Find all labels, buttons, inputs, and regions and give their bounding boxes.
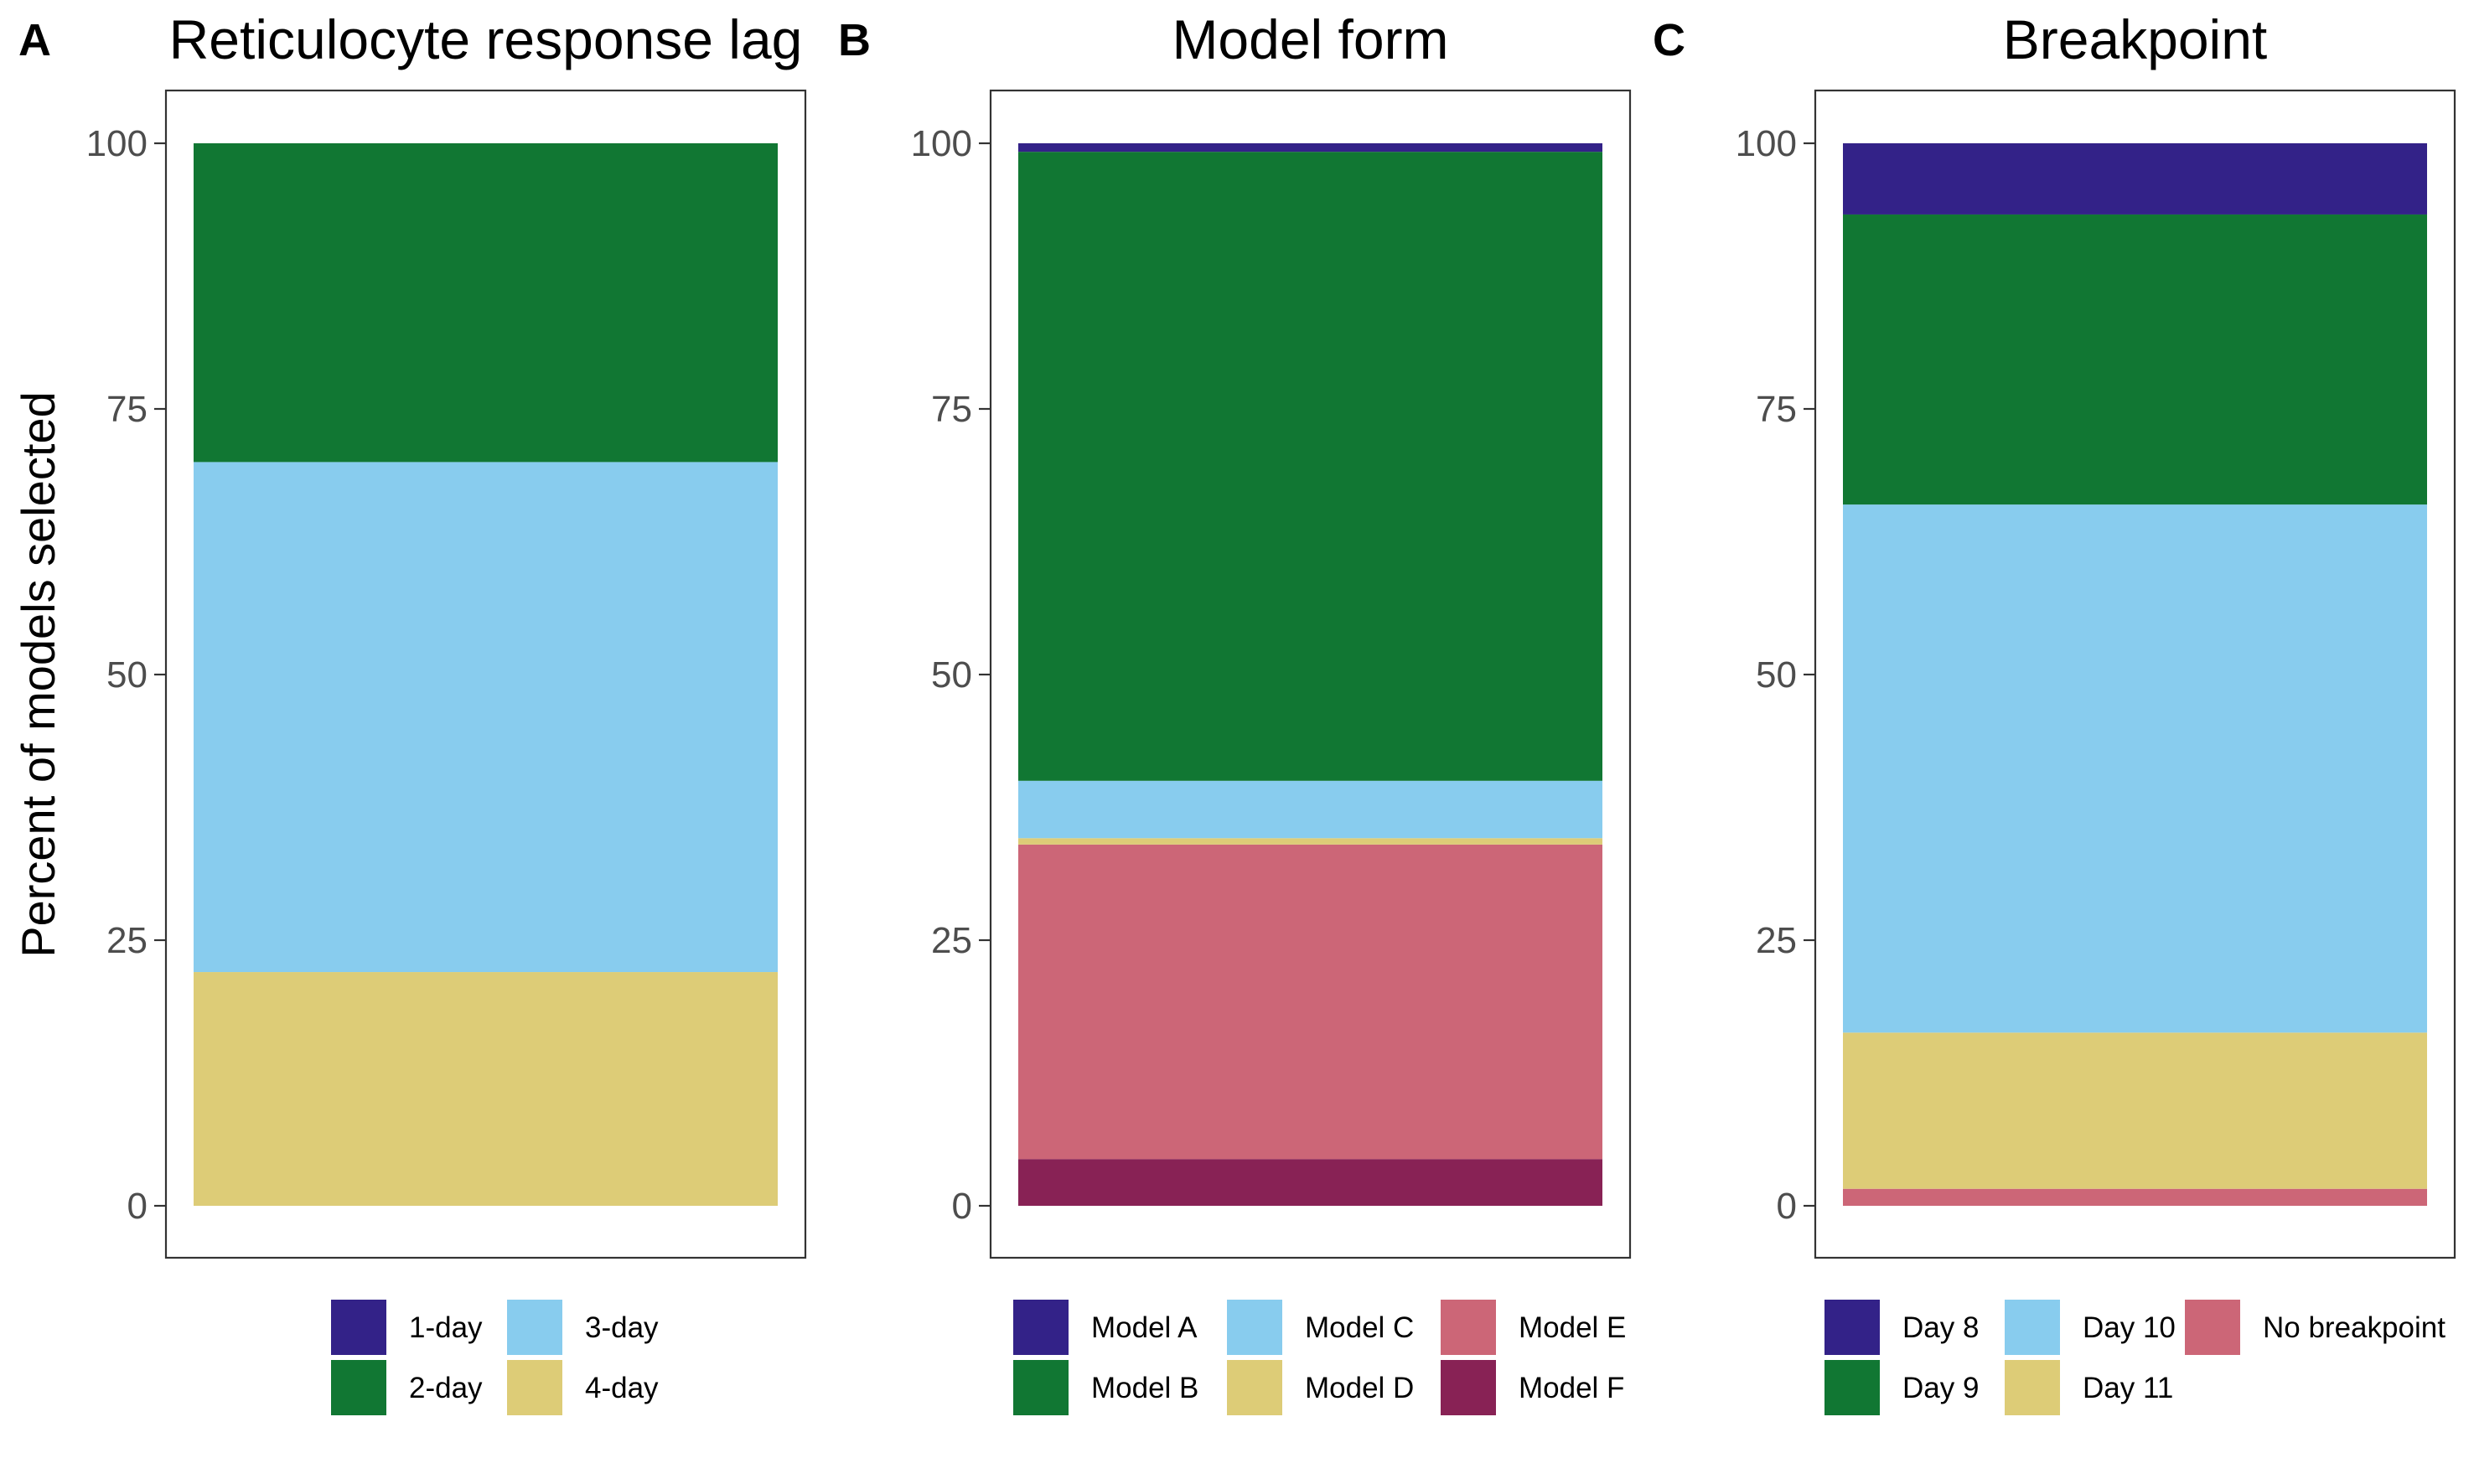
y-tick-label: 50 — [931, 654, 972, 695]
legend-key — [2005, 1300, 2060, 1355]
legend-key — [1227, 1360, 1282, 1415]
y-tick-label: 50 — [1756, 654, 1797, 695]
y-tick-label: 25 — [1756, 920, 1797, 961]
y-tick-label: 100 — [86, 123, 148, 164]
bar-segment-day-9 — [1843, 214, 2427, 505]
legend-label: No breakpoint — [2263, 1311, 2446, 1344]
legend-label: Model E — [1519, 1311, 1626, 1344]
y-tick-label: 0 — [1777, 1186, 1797, 1227]
bar-segment-day-8 — [1843, 143, 2427, 215]
y-tick-label: 25 — [106, 920, 148, 961]
legend-label: 4-day — [585, 1372, 659, 1404]
panel-letter: A — [18, 15, 51, 65]
legend-label: Model D — [1305, 1372, 1414, 1404]
bar-segment-model-c — [1018, 780, 1602, 839]
legend-key — [1441, 1300, 1496, 1355]
legend-key — [2185, 1300, 2240, 1355]
legend-key — [507, 1360, 562, 1415]
bar-segment-no-breakpoint — [1843, 1188, 2427, 1206]
y-tick-label: 75 — [106, 389, 148, 430]
legend-key — [1441, 1360, 1496, 1415]
legend-label: 2-day — [409, 1372, 483, 1404]
legend-key — [2005, 1360, 2060, 1415]
legend-key — [1824, 1360, 1880, 1415]
bar-segment-day-11 — [1843, 1032, 2427, 1189]
legend-key — [331, 1300, 386, 1355]
panel-title: Reticulocyte response lag — [169, 8, 803, 70]
panel-title: Breakpoint — [2003, 8, 2268, 70]
legend-label: 1-day — [409, 1311, 483, 1344]
panel-a: A Reticulocyte response lag 0 25 50 75 100 1-da… — [18, 8, 807, 1415]
legend-key — [1824, 1300, 1880, 1355]
legend-label: Model B — [1091, 1372, 1198, 1404]
bar-segment-day-10 — [1843, 504, 2427, 1033]
legend: 1-day 2-day 3-day 4-day — [331, 1300, 659, 1415]
y-tick-label: 0 — [952, 1186, 972, 1227]
y-tick-label: 0 — [127, 1186, 148, 1227]
panel-letter: B — [838, 15, 871, 65]
panel-title: Model form — [1172, 8, 1448, 70]
legend-key — [507, 1300, 562, 1355]
bar-segment-3-day — [194, 462, 778, 973]
bar-segment-model-f — [1018, 1159, 1602, 1206]
bar-segment-model-d — [1018, 838, 1602, 845]
legend-label: 3-day — [585, 1311, 659, 1344]
y-tick-label: 50 — [106, 654, 148, 695]
y-tick-label: 75 — [1756, 389, 1797, 430]
legend-label: Day 9 — [1902, 1372, 1979, 1404]
legend: Model A Model B Model C Model D Model E Model… — [1013, 1300, 1626, 1415]
y-axis-title: Percent of models selected — [12, 391, 65, 957]
panels: A Reticulocyte response lag 0 25 50 75 100 1-da… — [18, 8, 2456, 1415]
bar-segment-4-day — [194, 972, 778, 1206]
legend-key — [1013, 1360, 1069, 1415]
legend-label: Day 11 — [2083, 1372, 2173, 1404]
bar-segment-model-e — [1018, 844, 1602, 1160]
y-tick-label: 100 — [1736, 123, 1797, 164]
legend-label: Day 10 — [2083, 1311, 2176, 1344]
legend-key — [331, 1360, 386, 1415]
bar-segment-model-b — [1018, 152, 1602, 781]
legend: Day 8 Day 9 Day 10 Day 11 No breakpoint — [1824, 1300, 2446, 1415]
legend-label: Model C — [1305, 1311, 1414, 1344]
legend-label: Day 8 — [1902, 1311, 1979, 1344]
bar-segment-model-a — [1018, 143, 1602, 153]
y-tick-label: 100 — [911, 123, 972, 164]
bar-segment-2-day — [194, 143, 778, 463]
legend-key — [1227, 1300, 1282, 1355]
legend-label: Model F — [1519, 1372, 1624, 1404]
panel-letter: C — [1653, 15, 1685, 65]
legend-key — [1013, 1300, 1069, 1355]
legend-label: Model A — [1091, 1311, 1198, 1344]
y-tick-label: 25 — [931, 920, 972, 961]
y-tick-label: 75 — [931, 389, 972, 430]
